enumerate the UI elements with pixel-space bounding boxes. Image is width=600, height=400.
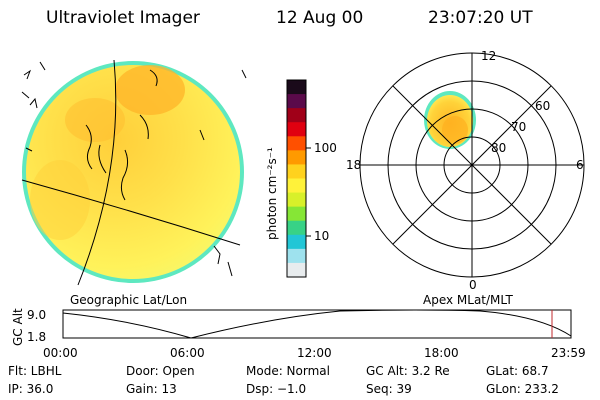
right-panel-caption: Apex MLat/MLT — [423, 293, 513, 307]
colorbar-cell — [287, 248, 306, 264]
color-bar: 100 10 photon cm⁻²s⁻¹ — [265, 79, 337, 278]
left-panel-caption: Geographic Lat/Lon — [70, 293, 187, 307]
colorbar-unit-label: photon cm⁻²s⁻¹ — [265, 147, 279, 240]
info-gain: Gain: 13 — [126, 382, 177, 396]
altitude-ylabel: GC Alt — [11, 308, 25, 346]
info-seq: Seq: 39 — [366, 382, 412, 396]
colorbar-cell — [287, 150, 306, 166]
colorbar-cell — [287, 220, 306, 236]
colorbar-frame — [286, 79, 307, 278]
polar-plot: 12 18 6 0 60 70 80 — [346, 49, 585, 292]
time-tick-2359: 23:59 — [551, 346, 586, 360]
colorbar-cell — [287, 262, 306, 278]
coastlines — [21, 61, 247, 277]
latitude-line — [21, 179, 241, 246]
colorbar-cell — [287, 80, 306, 95]
mlt-label-0: 0 — [469, 278, 477, 292]
auroral-brightening — [30, 65, 185, 240]
time-tick-1800: 18:00 — [424, 346, 459, 360]
mlat-label-70: 70 — [511, 120, 526, 134]
info-gc-alt: GC Alt: 3.2 Re — [366, 364, 450, 378]
colorbar-cell — [287, 178, 306, 194]
altitude-ytick-low: 1.8 — [27, 330, 46, 344]
altitude-plot-frame — [62, 309, 572, 339]
info-glon: GLon: 233.2 — [486, 382, 559, 396]
geo-grid — [21, 59, 241, 286]
altitude-ytick-high: 9.0 — [27, 308, 46, 322]
info-mode: Mode: Normal — [246, 364, 330, 378]
mlt-label-6: 6 — [576, 158, 584, 172]
info-dsp: Dsp: −1.0 — [246, 382, 307, 396]
geographic-image — [21, 59, 247, 286]
mlt-label-18: 18 — [346, 158, 361, 172]
colorbar-cell — [287, 108, 306, 123]
colorbar-label-100: 100 — [314, 141, 337, 155]
colorbar-cell — [287, 136, 306, 151]
date-label: 12 Aug 00 — [276, 8, 364, 28]
info-filter: Flt: LBHL — [8, 364, 62, 378]
colorbar-cell — [287, 122, 306, 137]
colorbar-cell — [287, 206, 306, 222]
oval-core — [442, 116, 468, 144]
mlat-label-60: 60 — [535, 99, 550, 113]
mlt-label-12: 12 — [481, 49, 496, 63]
colorbar-cell — [287, 234, 306, 250]
colorbar-label-10: 10 — [314, 229, 329, 243]
info-door: Door: Open — [126, 364, 195, 378]
time-label: 23:07:20 UT — [428, 8, 533, 28]
info-ip: IP: 36.0 — [8, 382, 54, 396]
colorbar-cell — [287, 164, 306, 180]
mlt-diagonal-2 — [392, 85, 552, 245]
mlat-label-80: 80 — [491, 141, 506, 155]
time-tick-1200: 12:00 — [297, 346, 332, 360]
altitude-curve — [62, 309, 572, 339]
colorbar-cell — [287, 192, 306, 208]
info-glat: GLat: 68.7 — [486, 364, 549, 378]
instrument-title: Ultraviolet Imager — [46, 8, 200, 28]
time-tick-0600: 06:00 — [170, 346, 205, 360]
longitude-line — [77, 59, 117, 286]
altitude-plot: GC Alt 9.0 1.8 00:00 06:00 12:00 18:00 2… — [11, 308, 586, 360]
colorbar-cell — [287, 94, 306, 109]
time-tick-0000: 00:00 — [43, 346, 78, 360]
